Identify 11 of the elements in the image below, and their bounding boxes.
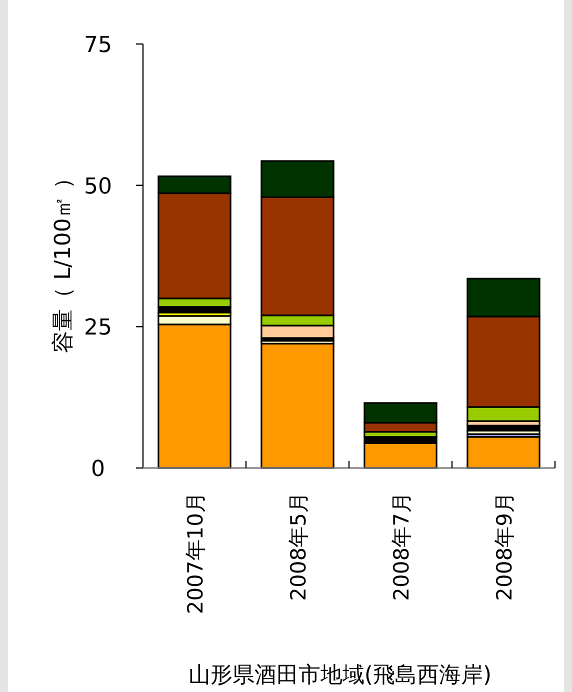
x-tick-label: 2007年10月 <box>184 492 208 614</box>
y-tick-label: 25 <box>84 316 112 341</box>
x-axis-title: 山形県酒田市地域(飛島西海岸) <box>188 663 492 688</box>
y-tick-label: 75 <box>84 33 112 58</box>
x-tick-label: 2008年9月 <box>492 492 516 601</box>
bar <box>260 342 334 469</box>
x-tick-label: 2008年5月 <box>286 492 310 601</box>
y-tick-label: 50 <box>84 174 112 200</box>
y-axis-title: 容量（ L/100㎡ ） <box>51 167 76 353</box>
y-tick-label: 0 <box>91 457 105 482</box>
x-tick-label: 2008年7月 <box>390 492 414 601</box>
